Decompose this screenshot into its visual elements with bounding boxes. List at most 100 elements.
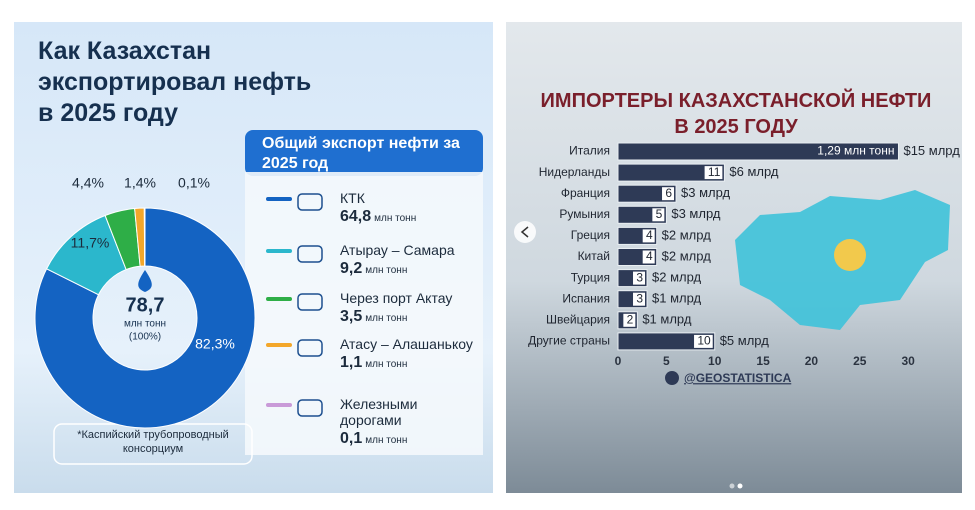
legend-volume: 64,8 млн тонн xyxy=(340,208,478,226)
bar-label-box xyxy=(633,292,646,306)
bar-label: 11 xyxy=(708,165,721,179)
y-tick-label: Франция xyxy=(561,186,610,200)
bar-label: 4 xyxy=(646,228,653,242)
x-tick-label: 5 xyxy=(663,354,670,368)
legend-name: Атырау – Самара xyxy=(340,242,455,258)
legend-header xyxy=(245,130,483,176)
bar-label: 5 xyxy=(656,207,663,221)
volume-value: 3,5 xyxy=(340,308,363,325)
volume-value: 9,2 xyxy=(340,260,363,277)
legend-item: Железными дорогами 0,1 млн тонн xyxy=(340,396,478,448)
revenue-label: $2 млрд xyxy=(662,248,712,263)
revenue-label: $2 млрд xyxy=(662,227,712,242)
legend-item: КТК 64,8 млн тонн xyxy=(340,190,478,226)
data-label: 4,4% xyxy=(72,175,104,191)
bar-label: 2 xyxy=(627,312,634,326)
legend-volume: 1,1 млн тонн xyxy=(340,354,478,372)
y-tick-label: Швейцария xyxy=(546,312,610,326)
bar-label-box xyxy=(694,334,713,348)
sun-decoration xyxy=(834,239,866,271)
total-share: (100%) xyxy=(129,332,161,343)
legend-name: КТК xyxy=(340,190,365,206)
y-tick-label: Румыния xyxy=(559,207,610,221)
bar-label-box xyxy=(642,250,655,264)
footnote: *Каспийский трубопроводный консорциум xyxy=(77,429,229,455)
bar xyxy=(617,142,899,161)
volume-unit: млн тонн xyxy=(365,265,408,276)
y-tick-label: Нидерланды xyxy=(539,165,610,179)
bar-label: 3 xyxy=(636,291,643,305)
legend-icon xyxy=(297,339,323,357)
volume-value: 1,1 xyxy=(340,354,363,371)
x-tick-label: 15 xyxy=(756,354,770,368)
total-unit: млн тонн xyxy=(124,319,166,330)
legend-item: Через порт Актау 3,5 млн тонн xyxy=(340,290,478,326)
data-label: 1,4% xyxy=(124,175,156,191)
volume-unit: млн тонн xyxy=(365,435,408,446)
bar-label: 3 xyxy=(636,270,643,284)
revenue-label: $2 млрд xyxy=(652,270,702,285)
legend-volume: 9,2 млн тонн xyxy=(340,260,478,278)
revenue-label: $1 млрд xyxy=(652,291,702,306)
legend-icon xyxy=(297,399,323,417)
bar-label: 10 xyxy=(697,334,711,348)
bar-label: 1,29 млн тонн xyxy=(817,144,894,158)
volume-value: 0,1 xyxy=(340,430,363,447)
volume-unit: млн тонн xyxy=(374,213,417,224)
volume-unit: млн тонн xyxy=(365,313,408,324)
revenue-label: $5 млрд xyxy=(720,333,770,348)
y-tick-label: Испания xyxy=(562,291,610,305)
bar-label: 6 xyxy=(665,186,672,200)
chart-title: ИМПОРТЕРЫ КАЗАХСТАНСКОЙ НЕФТИ В 2025 ГОД… xyxy=(540,90,932,138)
x-tick-label: 30 xyxy=(901,354,915,368)
bar xyxy=(617,184,677,203)
legend-name: Железными дорогами xyxy=(340,396,418,428)
legend-volume: 3,5 млн тонн xyxy=(340,308,478,326)
legend-icon xyxy=(297,293,323,311)
revenue-label: $3 млрд xyxy=(671,206,721,221)
carousel-dot[interactable] xyxy=(729,483,735,489)
donut-segment xyxy=(143,207,146,267)
revenue-label: $6 млрд xyxy=(729,164,779,179)
legend-name: Атасу – Алашанькоу xyxy=(340,336,473,352)
legend-name: Через порт Актау xyxy=(340,290,453,306)
y-tick-label: Турция xyxy=(571,270,610,284)
carousel-dot[interactable] xyxy=(737,483,743,489)
donut-segment xyxy=(34,207,256,429)
bar-label: 4 xyxy=(646,249,653,263)
x-tick-label: 25 xyxy=(853,354,867,368)
x-tick-label: 10 xyxy=(708,354,722,368)
legend-icon xyxy=(297,193,323,211)
legend-volume: 0,1 млн тонн xyxy=(340,430,478,448)
bar-label-box xyxy=(662,187,675,201)
total-label: 78,7 xyxy=(126,294,165,316)
bar-label-box xyxy=(623,313,636,327)
bar xyxy=(617,163,725,182)
data-label: 82,3% xyxy=(195,336,235,352)
volume-value: 64,8 xyxy=(340,208,372,225)
revenue-label: $15 млрд xyxy=(903,143,960,158)
revenue-label: $1 млрд xyxy=(642,312,692,327)
legend-title: Общий экспорт нефти за 2025 год xyxy=(262,135,460,172)
bar-label-box xyxy=(642,229,655,243)
x-tick-label: 0 xyxy=(615,354,622,368)
carousel-arrow[interactable] xyxy=(520,226,529,238)
bar xyxy=(617,332,716,351)
source-logo xyxy=(665,371,679,385)
bar-label-box xyxy=(704,166,723,180)
legend-item: Атырау – Самара 9,2 млн тонн xyxy=(340,242,478,278)
y-tick-label: Другие страны xyxy=(528,334,610,348)
x-tick-label: 20 xyxy=(805,354,819,368)
volume-unit: млн тонн xyxy=(365,359,408,370)
data-label: 0,1% xyxy=(178,175,210,191)
legend-panel xyxy=(245,172,483,455)
y-tick-label: Италия xyxy=(569,144,610,158)
chart-title: Как Казахстан экспортировал нефть в 2025… xyxy=(38,37,312,127)
bar-label-box xyxy=(652,208,665,222)
revenue-label: $3 млрд xyxy=(681,185,731,200)
data-label: 11,7% xyxy=(71,235,110,251)
bar-label-box xyxy=(633,271,646,285)
carousel-prev[interactable] xyxy=(514,221,536,243)
y-tick-label: Греция xyxy=(571,228,610,242)
